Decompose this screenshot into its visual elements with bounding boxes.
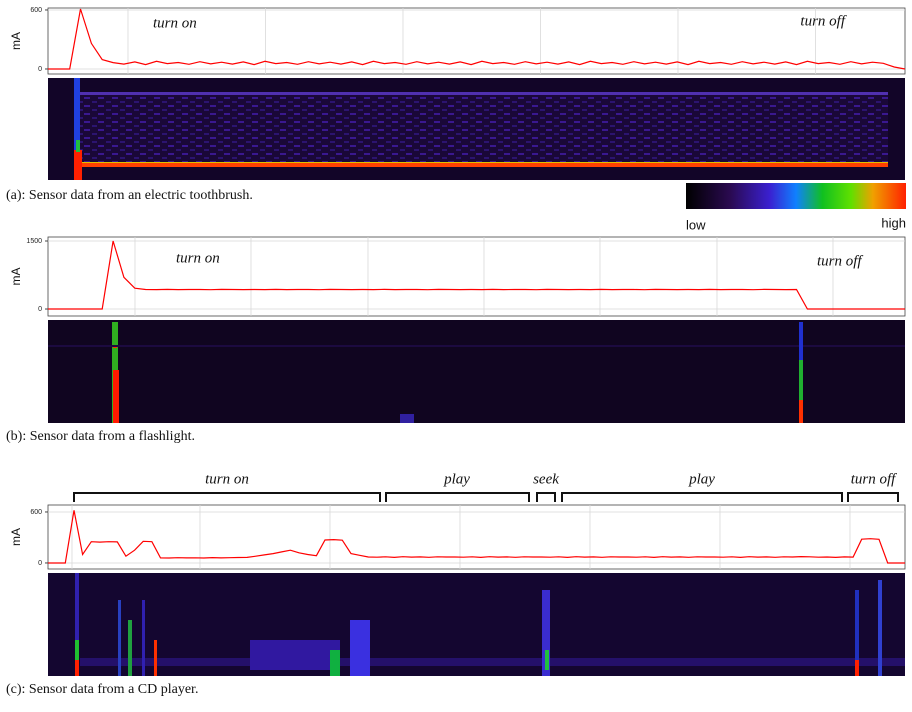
spectrogram <box>48 320 905 423</box>
brackets <box>74 493 898 502</box>
y-tick-label: 0 <box>38 306 42 313</box>
annotation: turn off <box>800 13 846 29</box>
y-tick-label: 1500 <box>26 238 42 245</box>
spectrogram <box>48 78 905 180</box>
plot-area <box>48 505 905 569</box>
annotation: seek <box>533 471 559 487</box>
annotation: play <box>443 471 470 487</box>
y-tick-label: 0 <box>38 66 42 73</box>
annotation: turn off <box>817 253 863 269</box>
caption: (a): Sensor data from an electric toothb… <box>6 188 253 203</box>
annotation: turn on <box>153 15 197 31</box>
page: 0 600 mA turn on turn off (a): Sensor data fr… <box>0 0 912 712</box>
plot-area <box>48 237 905 316</box>
y-tick-label: 600 <box>30 509 42 516</box>
annotation: turn on <box>205 471 249 487</box>
annotation: turn on <box>176 250 220 266</box>
y-tick-label: 600 <box>30 7 42 14</box>
y-axis-label: mA <box>9 528 23 546</box>
y-axis-label: mA <box>9 32 23 50</box>
y-axis-label: mA <box>9 268 23 286</box>
annotation: turn off <box>851 471 897 487</box>
colorbar <box>686 183 906 209</box>
colorbar-label: low <box>686 217 706 232</box>
caption: (b): Sensor data from a flashlight. <box>6 429 195 444</box>
y-tick-label: 0 <box>38 560 42 567</box>
figure: 0 600 mA turn on turn off (a): Sensor data fr… <box>0 0 912 712</box>
caption: (c): Sensor data from a CD player. <box>6 682 198 697</box>
spectrogram <box>48 573 905 676</box>
colorbar-label: high <box>881 215 906 230</box>
annotation: play <box>688 471 715 487</box>
